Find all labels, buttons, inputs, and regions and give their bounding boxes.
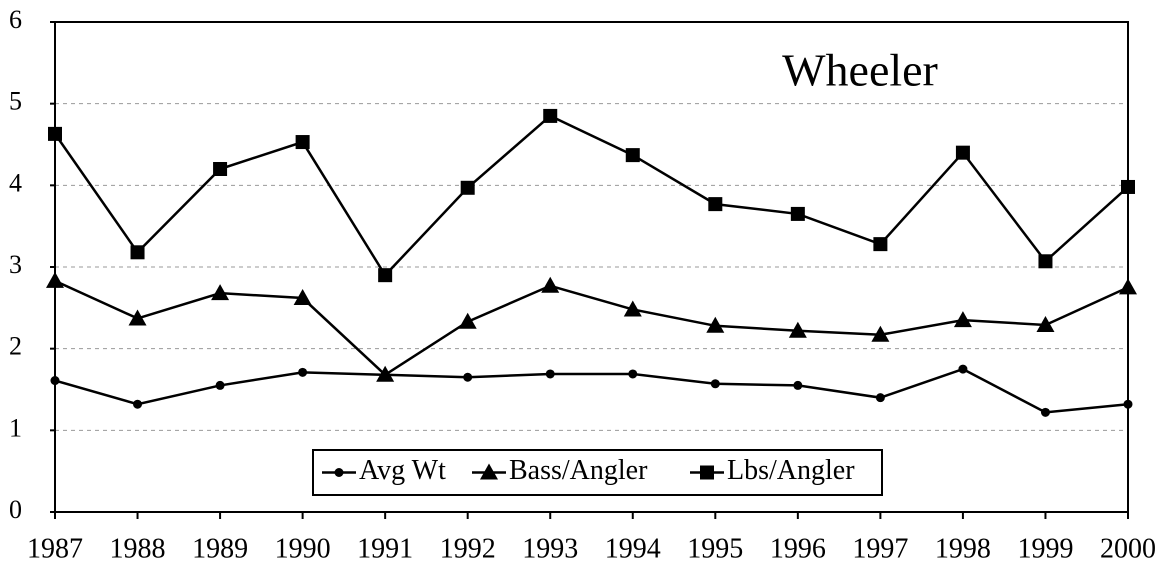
y-tick-label: 3 — [9, 250, 22, 279]
marker — [1123, 399, 1133, 409]
marker — [50, 376, 60, 386]
marker — [790, 206, 805, 221]
marker — [128, 309, 147, 326]
marker — [480, 463, 498, 480]
legend-label: Avg Wt — [359, 455, 446, 486]
marker — [788, 321, 807, 338]
marker — [706, 316, 725, 333]
marker — [541, 276, 560, 293]
x-tick-label: 1990 — [275, 533, 331, 564]
x-tick-label: 1991 — [357, 533, 413, 564]
x-tick-label: 1992 — [440, 533, 496, 564]
marker — [334, 468, 344, 477]
marker — [1119, 278, 1137, 295]
marker — [953, 311, 972, 328]
marker — [628, 369, 638, 379]
y-tick-label: 2 — [9, 332, 22, 361]
marker — [460, 180, 475, 195]
marker — [458, 312, 477, 329]
legend-box — [312, 449, 883, 496]
marker — [293, 289, 312, 306]
y-tick-label: 4 — [9, 168, 22, 197]
x-tick-label: 1999 — [1017, 533, 1073, 564]
plot-frame — [54, 21, 1129, 513]
x-tick-label: 1987 — [27, 533, 83, 564]
legend-label: Bass/Angler — [509, 455, 648, 486]
marker — [543, 108, 558, 123]
x-tick-label: 1993 — [522, 533, 578, 564]
marker — [48, 126, 62, 141]
y-tick-label: 6 — [9, 5, 22, 34]
marker — [793, 380, 803, 390]
marker — [955, 145, 970, 160]
marker — [133, 399, 143, 409]
marker — [298, 367, 308, 377]
y-tick-label: 5 — [9, 87, 22, 116]
marker — [295, 135, 310, 150]
marker — [1121, 179, 1135, 194]
marker — [875, 393, 885, 403]
marker — [376, 365, 395, 382]
marker — [708, 197, 723, 212]
x-tick-label: 1998 — [935, 533, 991, 564]
marker — [625, 148, 640, 163]
legend-label: Lbs/Angler — [727, 455, 855, 486]
marker — [211, 284, 230, 301]
marker — [463, 372, 473, 382]
x-tick-label: 1996 — [770, 533, 826, 564]
x-tick-label: 1994 — [605, 533, 661, 564]
marker — [130, 245, 145, 260]
marker — [1036, 315, 1055, 332]
marker — [545, 369, 555, 379]
x-tick-label: 1995 — [687, 533, 743, 564]
marker — [213, 162, 228, 176]
marker — [873, 237, 888, 252]
marker — [1038, 254, 1053, 269]
series-line — [54, 279, 1129, 377]
marker — [623, 300, 642, 317]
y-tick-label: 1 — [9, 413, 22, 442]
x-tick-label: 1989 — [192, 533, 248, 564]
series-line — [53, 114, 1129, 278]
marker — [700, 465, 714, 480]
marker — [215, 380, 225, 390]
x-tick-label: 1997 — [852, 533, 908, 564]
marker — [958, 364, 968, 374]
chart-title: Wheeler — [782, 45, 938, 96]
marker — [1040, 407, 1050, 417]
x-tick-label: 2000 — [1100, 533, 1156, 564]
x-tick-label: 1988 — [110, 533, 166, 564]
y-tick-label: 0 — [9, 495, 22, 524]
marker — [871, 325, 890, 342]
series-line — [54, 367, 1129, 414]
marker — [710, 379, 720, 389]
marker — [378, 268, 393, 283]
marker — [46, 271, 64, 288]
